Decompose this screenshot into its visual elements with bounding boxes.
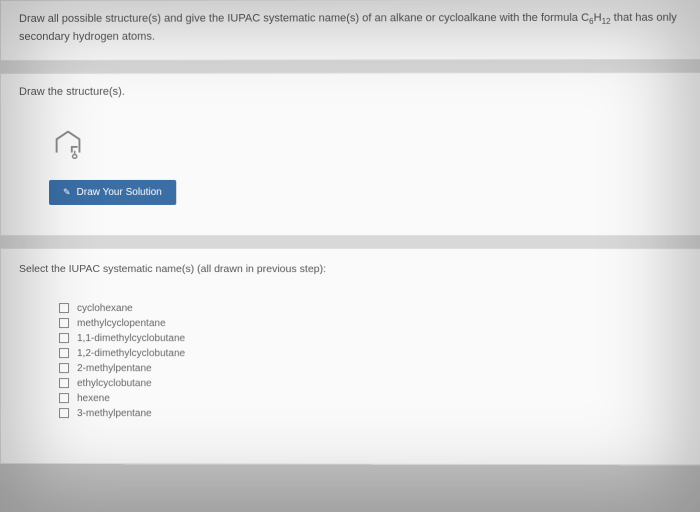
checkbox-icon[interactable]: [59, 333, 69, 343]
draw-panel: Draw the structure(s). ✎ Draw Your Solut…: [0, 72, 700, 236]
option-row[interactable]: methylcyclopentane: [59, 318, 685, 330]
checkbox-icon[interactable]: [59, 348, 69, 358]
option-row[interactable]: ethylcyclobutane: [59, 378, 685, 390]
draw-button-label: Draw Your Solution: [77, 187, 162, 198]
draw-area: ✎ Draw Your Solution: [19, 117, 685, 223]
question-text: Draw all possible structure(s) and give …: [19, 10, 685, 46]
checkbox-icon[interactable]: [59, 363, 69, 373]
checkbox-icon[interactable]: [59, 318, 69, 328]
draw-solution-button[interactable]: ✎ Draw Your Solution: [49, 180, 176, 205]
checkbox-icon[interactable]: [59, 393, 69, 403]
select-section-title: Select the IUPAC systematic name(s) (all…: [19, 263, 685, 275]
option-row[interactable]: 2-methylpentane: [59, 363, 685, 375]
option-row[interactable]: hexene: [59, 393, 685, 405]
question-part1: Draw all possible structure(s) and give …: [19, 12, 581, 25]
option-label: 1,2-dimethylcyclobutane: [77, 348, 185, 359]
select-panel: Select the IUPAC systematic name(s) (all…: [0, 248, 700, 465]
option-row[interactable]: 3-methylpentane: [59, 408, 685, 420]
option-row[interactable]: 1,1-dimethylcyclobutane: [59, 333, 685, 345]
option-row[interactable]: 1,2-dimethylcyclobutane: [59, 348, 685, 360]
option-label: cyclohexane: [77, 303, 133, 314]
question-panel: Draw all possible structure(s) and give …: [0, 0, 700, 61]
draw-section-title: Draw the structure(s).: [19, 85, 685, 98]
formula: C6H12: [581, 12, 611, 24]
option-label: methylcyclopentane: [77, 318, 166, 329]
option-label: hexene: [77, 393, 110, 404]
option-label: ethylcyclobutane: [77, 378, 152, 389]
pencil-icon: ✎: [63, 187, 71, 198]
checkbox-icon[interactable]: [59, 303, 69, 313]
options-list: cyclohexane methylcyclopentane 1,1-dimet…: [19, 303, 685, 420]
option-row[interactable]: cyclohexane: [59, 303, 685, 314]
option-label: 1,1-dimethylcyclobutane: [77, 333, 185, 344]
checkbox-icon[interactable]: [59, 408, 69, 418]
structure-icon: [49, 126, 87, 164]
checkbox-icon[interactable]: [59, 378, 69, 388]
content-viewport: Draw all possible structure(s) and give …: [0, 0, 700, 465]
option-label: 3-methylpentane: [77, 408, 152, 419]
option-label: 2-methylpentane: [77, 363, 152, 374]
